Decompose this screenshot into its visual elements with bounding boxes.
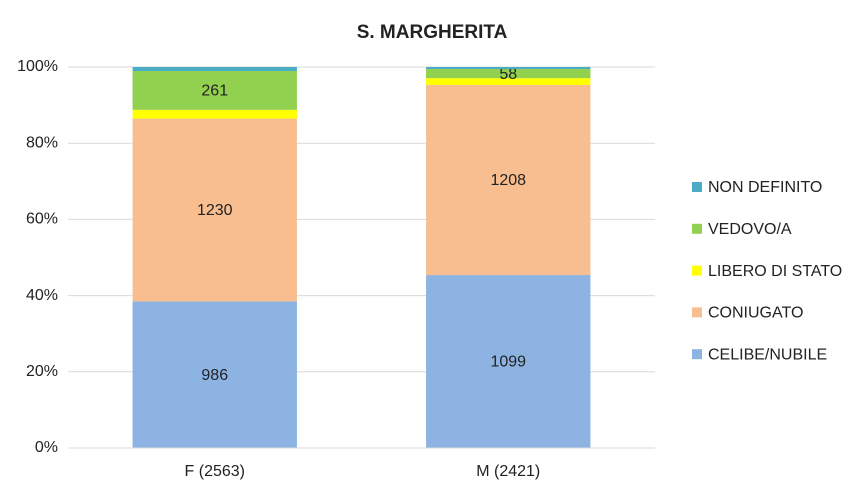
legend-swatch bbox=[692, 349, 702, 360]
bar-segment bbox=[426, 84, 591, 276]
data-label: 1099 bbox=[490, 354, 526, 371]
bar-segment bbox=[426, 67, 591, 70]
y-tick-label: 60% bbox=[26, 211, 58, 228]
y-tick-label: 0% bbox=[35, 439, 58, 456]
bar-segment bbox=[426, 69, 591, 79]
bar-segment bbox=[132, 118, 297, 302]
legend-label: CELIBE/NUBILE bbox=[708, 346, 827, 363]
legend-label: LIBERO DI STATO bbox=[708, 263, 842, 280]
data-label: 1208 bbox=[490, 172, 526, 189]
y-tick-label: 40% bbox=[26, 287, 58, 304]
legend-label: NON DEFINITO bbox=[708, 179, 822, 196]
bar-segment bbox=[426, 78, 591, 85]
x-tick-label: F (2563) bbox=[185, 463, 245, 480]
y-tick-label: 20% bbox=[26, 363, 58, 380]
legend-swatch bbox=[692, 307, 702, 318]
y-tick-label: 100% bbox=[17, 58, 58, 75]
bar-segment bbox=[426, 275, 591, 448]
legend-swatch bbox=[692, 265, 702, 276]
legend-label: CONIUGATO bbox=[708, 305, 803, 322]
y-tick-label: 80% bbox=[26, 134, 58, 151]
legend-label: VEDOVO/A bbox=[708, 221, 792, 238]
legend-swatch bbox=[692, 182, 702, 192]
bar-segment bbox=[132, 67, 297, 72]
data-label: 261 bbox=[201, 83, 228, 100]
bar-segment bbox=[132, 109, 297, 119]
x-tick-label: M (2421) bbox=[476, 463, 540, 480]
chart-title: S. MARGHERITA bbox=[357, 22, 508, 43]
data-label: 1230 bbox=[197, 202, 233, 219]
bar-segment bbox=[132, 71, 297, 110]
legend-swatch bbox=[692, 223, 702, 234]
bar-segment bbox=[132, 301, 297, 448]
data-label: 58 bbox=[499, 66, 517, 83]
data-label: 986 bbox=[201, 367, 228, 384]
